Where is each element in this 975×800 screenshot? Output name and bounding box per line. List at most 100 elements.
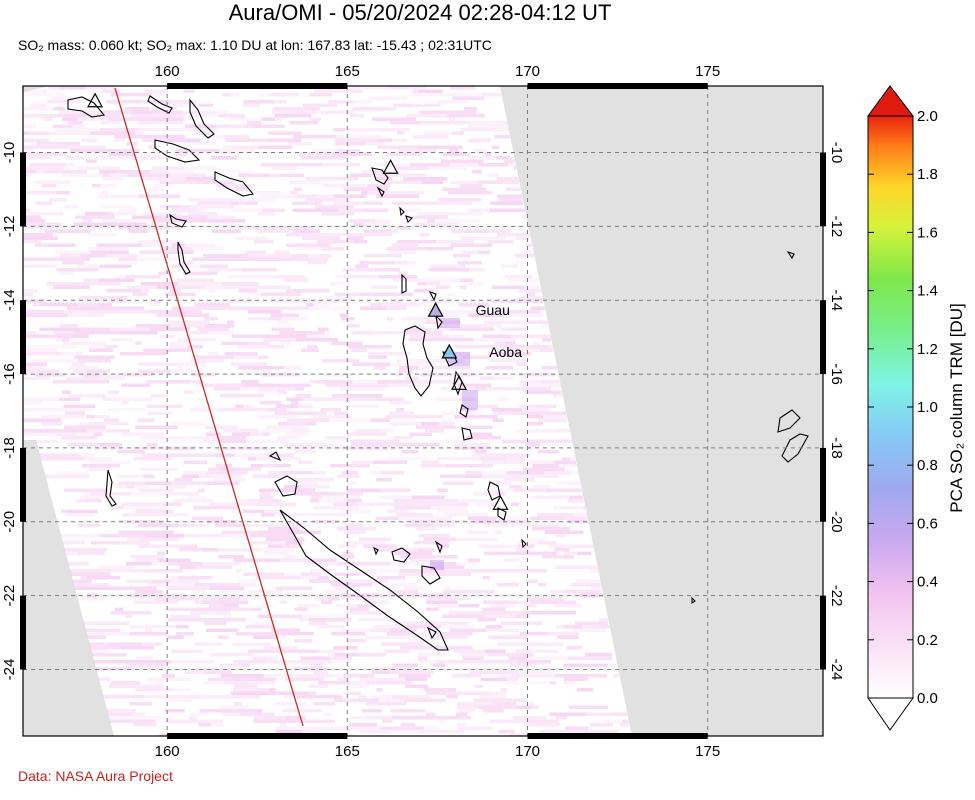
so2-pixel: [340, 397, 377, 401]
so2-pixel: [143, 89, 168, 93]
so2-pixel: [536, 513, 573, 517]
so2-pixel: [302, 614, 348, 618]
so2-pixel: [128, 229, 148, 233]
so2-pixel: [487, 173, 499, 177]
so2-pixel: [390, 229, 398, 233]
so2-pixel: [441, 418, 473, 422]
so2-pixel: [192, 173, 206, 177]
so2-pixel: [506, 471, 545, 475]
so2-pixel: [485, 625, 503, 629]
so2-pixel: [235, 569, 243, 573]
so2-pixel: [346, 324, 360, 328]
so2-pixel: [278, 422, 288, 426]
so2-pixel: [316, 411, 327, 415]
so2-pixel: [257, 429, 292, 433]
so2-pixel: [515, 614, 530, 618]
so2-pixel: [510, 334, 551, 338]
so2-pixel: [84, 212, 108, 216]
so2-pixel: [169, 177, 187, 181]
so2-pixel: [271, 327, 295, 331]
so2-pixel: [474, 387, 487, 391]
so2-pixel: [160, 103, 199, 107]
so2-pixel: [398, 369, 413, 373]
so2-pixel: [130, 114, 167, 118]
so2-pixel: [262, 208, 274, 212]
so2-pixel: [486, 324, 502, 328]
so2-pixel: [219, 467, 239, 471]
so2-pixel: [394, 621, 436, 625]
so2-pixel: [519, 380, 529, 384]
so2-pixel: [490, 604, 515, 608]
lat-tick-label-right: -20: [828, 511, 845, 533]
so2-pixel: [48, 243, 76, 247]
so2-pixel: [439, 719, 446, 723]
so2-pixel: [54, 128, 100, 132]
so2-pixel: [211, 723, 224, 727]
so2-pixel: [208, 352, 219, 356]
so2-pixel: [599, 590, 603, 594]
so2-pixel: [375, 177, 393, 181]
so2-pixel: [564, 726, 589, 730]
coastline-solomon-islands: [214, 171, 255, 197]
so2-pixel: [175, 632, 195, 636]
so2-pixel: [191, 373, 215, 377]
so2-pixel: [509, 485, 522, 489]
so2-pixel: [318, 625, 345, 629]
so2-pixel: [96, 621, 130, 625]
so2-pixel: [344, 530, 366, 534]
so2-pixel: [198, 723, 212, 727]
so2-pixel: [90, 646, 119, 650]
so2-pixel: [34, 243, 49, 247]
so2-pixel: [243, 572, 252, 576]
so2-pixel: [504, 345, 549, 349]
so2-pixel: [223, 145, 232, 149]
so2-pixel: [23, 429, 56, 433]
so2-pixel: [365, 635, 406, 639]
so2-pixel: [117, 481, 146, 485]
so2-pixel: [176, 152, 188, 156]
so2-pixel: [500, 327, 527, 331]
so2-pixel: [236, 236, 268, 240]
so2-pixel: [458, 383, 492, 387]
so2-pixel: [390, 422, 422, 426]
so2-pixel: [360, 569, 401, 573]
so2-pixel: [65, 429, 87, 433]
lat-tick-label-right: -22: [828, 585, 845, 607]
so2-pixel: [296, 719, 335, 723]
so2-pixel: [451, 380, 467, 384]
so2-pixel: [389, 362, 435, 366]
so2-pixel: [221, 222, 236, 226]
so2-pixel: [67, 394, 89, 398]
so2-pixel: [241, 369, 271, 373]
so2-pixel: [400, 331, 443, 335]
so2-pixel: [203, 254, 248, 258]
so2-pixel: [217, 110, 229, 114]
so2-pixel: [89, 642, 109, 646]
so2-pixel: [60, 534, 100, 538]
so2-pixel: [591, 625, 610, 629]
so2-pixel: [478, 705, 517, 709]
so2-pixel: [360, 86, 389, 90]
so2-pixel: [259, 492, 272, 496]
so2-pixel: [262, 240, 274, 244]
so2-pixel: [516, 362, 528, 366]
so2-pixel: [129, 684, 165, 688]
so2-pixel: [268, 131, 302, 135]
so2-pixel: [516, 600, 531, 604]
so2-pixel: [210, 156, 238, 160]
so2-pixel: [436, 635, 468, 639]
so2-pixel: [287, 142, 313, 146]
so2-pixel: [375, 194, 420, 198]
so2-pixel: [309, 380, 318, 384]
border-bar-left: [20, 447, 26, 522]
so2-pixel: [235, 632, 281, 636]
so2-pixel: [42, 415, 87, 419]
so2-pixel: [207, 135, 224, 139]
so2-pixel: [79, 453, 94, 457]
so2-pixel: [49, 198, 68, 202]
so2-pixel: [516, 429, 556, 433]
so2-pixel: [207, 331, 234, 335]
so2-pixel: [237, 695, 261, 699]
so2-pixel: [56, 432, 76, 436]
